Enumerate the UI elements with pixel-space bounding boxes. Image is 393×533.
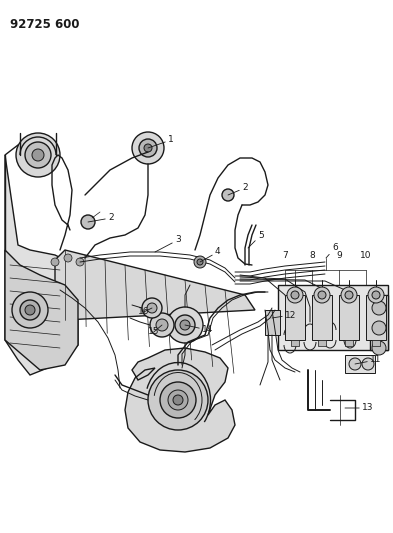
Text: 9: 9 — [336, 251, 342, 260]
Text: 16: 16 — [138, 308, 152, 317]
Circle shape — [362, 358, 374, 370]
Circle shape — [64, 254, 72, 262]
Text: 92725 600: 92725 600 — [10, 18, 79, 31]
Circle shape — [12, 292, 48, 328]
Circle shape — [175, 315, 195, 335]
Circle shape — [168, 390, 188, 410]
Bar — [312, 295, 332, 340]
Bar — [278, 285, 388, 350]
Circle shape — [147, 303, 157, 313]
Circle shape — [51, 258, 59, 266]
Bar — [318, 340, 326, 346]
Circle shape — [16, 133, 60, 177]
Circle shape — [156, 319, 168, 331]
Bar — [345, 355, 375, 373]
Text: 11: 11 — [355, 356, 382, 365]
Circle shape — [314, 287, 330, 303]
Circle shape — [372, 321, 386, 335]
Bar — [285, 295, 305, 340]
Circle shape — [194, 256, 206, 268]
Circle shape — [287, 287, 303, 303]
Circle shape — [291, 291, 299, 299]
Circle shape — [20, 300, 40, 320]
Circle shape — [345, 291, 353, 299]
Polygon shape — [5, 155, 78, 375]
Circle shape — [139, 139, 157, 157]
Text: 2: 2 — [228, 183, 248, 195]
Circle shape — [160, 382, 196, 418]
Circle shape — [76, 258, 84, 266]
Circle shape — [144, 144, 152, 152]
Bar — [345, 340, 353, 346]
Circle shape — [132, 132, 164, 164]
Text: 12: 12 — [272, 311, 296, 319]
Bar — [370, 295, 388, 350]
Text: 13: 13 — [345, 403, 373, 413]
Circle shape — [222, 189, 234, 201]
Circle shape — [25, 142, 51, 168]
Text: 1: 1 — [148, 135, 174, 148]
Polygon shape — [55, 250, 255, 320]
Text: 4: 4 — [200, 247, 220, 262]
Polygon shape — [125, 348, 235, 452]
Circle shape — [81, 215, 95, 229]
Text: 14: 14 — [185, 325, 213, 335]
Circle shape — [32, 149, 44, 161]
Circle shape — [180, 320, 190, 330]
Text: 2: 2 — [88, 214, 114, 222]
Circle shape — [150, 313, 174, 337]
Circle shape — [148, 370, 208, 430]
Circle shape — [167, 307, 203, 343]
Circle shape — [197, 259, 203, 265]
Bar — [291, 340, 299, 346]
Circle shape — [368, 287, 384, 303]
Circle shape — [372, 291, 380, 299]
Circle shape — [341, 287, 357, 303]
Text: 10: 10 — [360, 251, 372, 260]
Bar — [366, 295, 386, 340]
Text: 8: 8 — [309, 251, 315, 260]
Circle shape — [173, 395, 183, 405]
Text: 7: 7 — [282, 251, 288, 260]
Circle shape — [349, 358, 361, 370]
Text: 15: 15 — [148, 325, 162, 336]
Polygon shape — [5, 250, 78, 370]
Bar — [372, 340, 380, 346]
Text: 3: 3 — [155, 236, 181, 252]
Text: 5: 5 — [248, 230, 264, 248]
Circle shape — [142, 298, 162, 318]
Circle shape — [372, 341, 386, 355]
Circle shape — [372, 301, 386, 315]
Circle shape — [318, 291, 326, 299]
Circle shape — [25, 305, 35, 315]
Bar — [265, 310, 280, 335]
Text: 6: 6 — [326, 244, 338, 258]
Bar — [339, 295, 359, 340]
